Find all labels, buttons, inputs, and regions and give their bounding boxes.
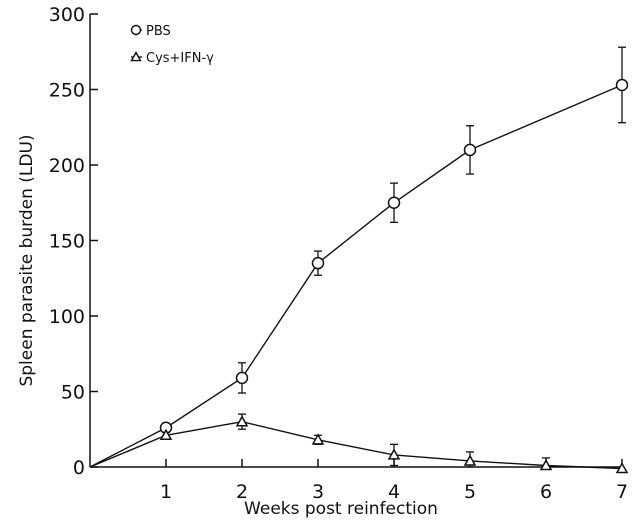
legend: PBS Cys+IFN-γ [130,24,214,66]
y-tick-label: 300 [49,4,85,26]
circle-marker [615,78,629,92]
y-tick-label: 0 [73,457,85,479]
x-tick-label: 7 [616,481,628,503]
series-layer [89,46,629,474]
series-triangle [89,413,629,474]
series-circle [89,46,629,468]
y-tick-label: 50 [61,382,85,404]
triangle-marker [615,461,629,474]
y-axis-title: Spleen parasite burden (LDU) [17,134,37,386]
series-line [89,84,623,468]
triangle-marker [539,458,553,471]
circle-marker [463,143,477,157]
triangle-marker [311,433,325,445]
legend-triangle-icon [130,51,142,62]
triangle-marker [235,415,249,427]
legend-circle-icon [130,24,142,36]
legend-item: PBS [130,24,171,39]
x-tick-label: 5 [464,481,476,503]
legend-label: Cys+IFN-γ [146,51,214,66]
triangle-marker [159,428,173,441]
circle-marker [235,371,249,385]
legend-item: Cys+IFN-γ [130,51,214,66]
x-tick-label: 6 [540,481,552,503]
x-axis-title: Weeks post reinfection [244,499,438,519]
circle-marker [387,196,401,209]
series-line [89,420,623,470]
x-tick-label: 2 [236,481,248,503]
legend-label: PBS [146,24,171,39]
circle-marker [311,256,325,270]
y-tick-label: 150 [49,231,85,253]
triangle-marker [463,454,477,466]
y-tick-label: 250 [49,80,85,102]
y-tick-label: 100 [49,306,85,328]
y-tick-label: 200 [49,155,85,177]
x-tick-label: 4 [388,481,400,503]
x-tick-label: 1 [160,481,172,503]
triangle-marker [387,448,401,460]
x-tick-label: 3 [312,481,324,503]
axes: 1 2 3 4 5 6 7 0 50 100 150 200 250 300 [49,4,628,503]
